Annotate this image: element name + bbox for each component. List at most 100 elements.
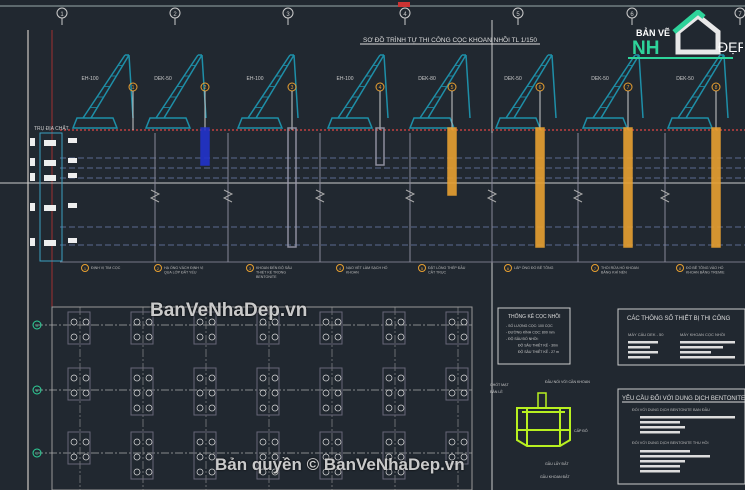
pile-symbol bbox=[448, 374, 456, 382]
pile-shaft bbox=[200, 127, 210, 166]
pile-symbol bbox=[82, 453, 90, 461]
crane-label: DEK-50 bbox=[154, 76, 172, 82]
pile-symbol bbox=[145, 453, 153, 461]
level-tag bbox=[68, 203, 77, 208]
pile-symbol bbox=[82, 318, 90, 326]
soil-block bbox=[44, 175, 56, 181]
soil-block bbox=[44, 140, 56, 146]
level-tag bbox=[30, 158, 35, 166]
text-placeholder bbox=[628, 356, 650, 359]
bentonite-title: YÊU CẦU ĐỐI VỚI DUNG DỊCH BENTONITE bbox=[622, 394, 745, 402]
pile-symbol bbox=[334, 374, 342, 382]
pile-symbol bbox=[259, 318, 267, 326]
crane-label: EH-100 bbox=[247, 76, 264, 82]
pile-symbol bbox=[145, 318, 153, 326]
text-placeholder bbox=[640, 421, 680, 424]
crane bbox=[666, 54, 729, 129]
pile-symbol bbox=[397, 318, 405, 326]
pile-symbol bbox=[448, 333, 456, 341]
caption-bubble bbox=[504, 264, 512, 272]
pile-symbol bbox=[334, 453, 342, 461]
pile-symbol bbox=[448, 389, 456, 397]
pile-symbol bbox=[322, 438, 330, 446]
pile-symbol bbox=[385, 318, 393, 326]
bucket-connector bbox=[537, 392, 547, 409]
crane-label: DEK-80 bbox=[418, 76, 436, 82]
text-placeholder bbox=[680, 356, 735, 359]
pile-symbol bbox=[397, 389, 405, 397]
pile-cap bbox=[130, 311, 154, 345]
pile-symbol bbox=[259, 453, 267, 461]
step-number: 7 bbox=[627, 85, 630, 91]
text-placeholder bbox=[628, 346, 650, 349]
caption-number: 5 bbox=[421, 266, 424, 271]
pile-symbol bbox=[82, 438, 90, 446]
pile-symbol bbox=[397, 438, 405, 446]
pile-symbol bbox=[385, 389, 393, 397]
pile-symbol bbox=[322, 453, 330, 461]
drawing-title: SƠ ĐỒ TRÌNH TỰ THI CÔNG CỌC KHOAN NHỒI T… bbox=[363, 34, 537, 44]
pile-symbol bbox=[208, 404, 216, 412]
text-placeholder bbox=[640, 465, 680, 468]
level-tag bbox=[30, 203, 35, 211]
caption-number: 2 bbox=[157, 266, 160, 271]
pile-symbol bbox=[271, 389, 279, 397]
pile-symbol bbox=[82, 389, 90, 397]
crane bbox=[326, 54, 389, 129]
pile-shaft bbox=[375, 127, 385, 166]
pile-symbol bbox=[271, 404, 279, 412]
pile-symbol bbox=[133, 318, 141, 326]
watermark-bottom: Bản quyền © BanVeNhaDep.vn bbox=[215, 455, 465, 474]
crane-label: EH-100 bbox=[337, 76, 354, 82]
caption-bubble bbox=[336, 264, 344, 272]
crane bbox=[236, 54, 299, 129]
bentonite-box bbox=[617, 388, 745, 485]
soil-block bbox=[44, 160, 56, 166]
text-placeholder bbox=[680, 341, 735, 344]
break-symbol bbox=[486, 189, 498, 203]
caption-number: 7 bbox=[594, 266, 597, 271]
pile-symbol bbox=[460, 389, 468, 397]
axis-label: 3 bbox=[286, 12, 290, 18]
pile-symbol bbox=[259, 468, 267, 476]
pile-symbol bbox=[145, 438, 153, 446]
pile-cap bbox=[193, 367, 217, 416]
step-number: 2 bbox=[204, 85, 207, 91]
pile-cap bbox=[67, 311, 91, 345]
watermark-top: BanVeNhaDep.vn bbox=[150, 300, 308, 321]
caption-bubble bbox=[154, 264, 162, 272]
pile-cap bbox=[130, 431, 154, 480]
pile-cap bbox=[256, 431, 280, 480]
break-symbol bbox=[572, 189, 584, 203]
brand-logo: BẢN VẼ NH ĐẸP bbox=[628, 10, 743, 59]
step-caption: ĐẶT LỒNG THÉP ĐẦU CẮT TRỤC bbox=[428, 265, 466, 275]
pile-symbol bbox=[259, 374, 267, 382]
stats-box bbox=[497, 307, 571, 365]
pile-symbol bbox=[133, 333, 141, 341]
stats-line: ĐỘ SÂU THIẾT KẾ - 30m bbox=[518, 343, 558, 348]
text-placeholder bbox=[680, 346, 723, 349]
text-placeholder bbox=[628, 351, 658, 354]
pile-symbol bbox=[133, 468, 141, 476]
pile-symbol bbox=[259, 438, 267, 446]
pile-symbol bbox=[208, 374, 216, 382]
caption-number: 6 bbox=[507, 266, 510, 271]
pile-symbol bbox=[70, 453, 78, 461]
soil-block bbox=[44, 240, 56, 246]
bucket-label: GẦU KHOAN ĐẤT bbox=[540, 475, 571, 479]
pile-symbol bbox=[322, 374, 330, 382]
caption-number: 4 bbox=[339, 266, 342, 271]
text-placeholder bbox=[628, 341, 658, 344]
svg-text:BẢN VẼ: BẢN VẼ bbox=[636, 27, 670, 38]
pile-symbol bbox=[196, 389, 204, 397]
caption-bubble bbox=[418, 264, 426, 272]
pile-symbol bbox=[448, 318, 456, 326]
break-symbol bbox=[149, 189, 161, 203]
equipment-col1: MÁY CẨU DEK - 50 bbox=[628, 332, 664, 337]
pile-symbol bbox=[208, 318, 216, 326]
pile-symbol bbox=[397, 453, 405, 461]
step-caption: THỔI RỬA HỐ KHOAN BẰNG KHÍ NÉN bbox=[601, 265, 639, 275]
pile-symbol bbox=[460, 374, 468, 382]
crane bbox=[144, 54, 207, 129]
